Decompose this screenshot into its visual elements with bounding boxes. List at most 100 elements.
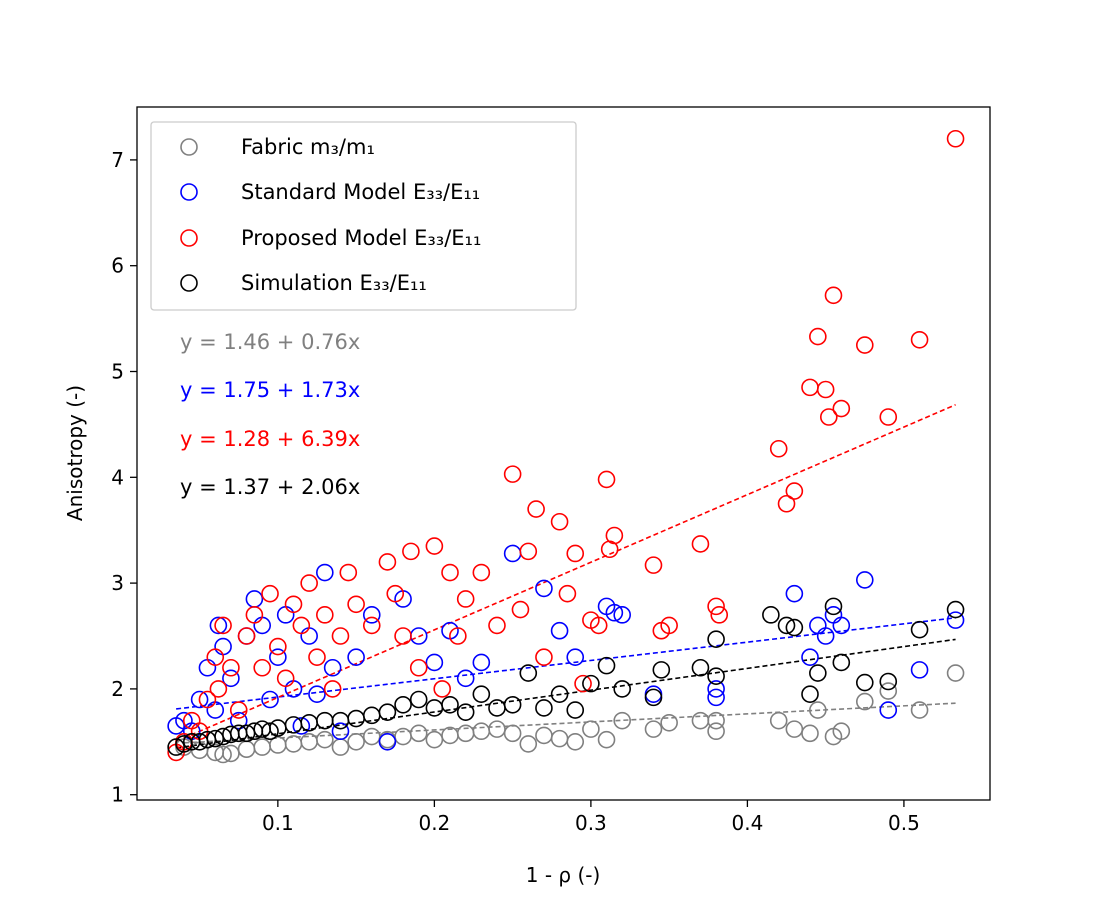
data-point <box>855 673 874 692</box>
y-tick-label: 7 <box>111 148 124 172</box>
data-point <box>284 680 303 698</box>
data-point <box>691 658 710 677</box>
data-point <box>597 470 616 489</box>
data-point <box>362 616 381 635</box>
x-tick-label: 0.1 <box>262 811 294 835</box>
data-point <box>331 711 350 730</box>
data-point <box>253 738 272 756</box>
data-point <box>331 738 350 756</box>
data-point <box>613 680 631 698</box>
data-point <box>362 706 381 725</box>
data-point <box>824 286 843 305</box>
data-point <box>527 500 545 518</box>
data-point <box>472 563 491 582</box>
data-point <box>660 713 678 732</box>
data-point <box>214 745 232 764</box>
data-point <box>394 695 412 714</box>
data-point <box>378 553 397 571</box>
data-point <box>300 574 318 592</box>
data-point <box>472 653 491 672</box>
fit-equations: y = 1.46 + 0.76x y = 1.75 + 1.73x y = 1.… <box>180 330 360 499</box>
data-point <box>362 727 381 746</box>
data-point <box>229 701 248 719</box>
data-point <box>566 733 585 751</box>
data-point <box>276 606 295 624</box>
data-point <box>707 630 725 648</box>
trend-line-standard-model-e-e <box>176 617 956 710</box>
data-point <box>308 648 326 666</box>
data-point <box>832 616 851 635</box>
data-point <box>261 722 279 741</box>
data-point <box>519 542 538 561</box>
data-point <box>441 695 459 714</box>
data-point <box>550 621 569 640</box>
data-point <box>503 695 522 714</box>
data-point <box>503 544 522 563</box>
data-point <box>644 688 663 707</box>
data-point <box>558 584 577 603</box>
data-point <box>710 606 729 624</box>
data-point <box>644 720 663 738</box>
legend-label-standard: Standard Model E₃₃/E₁₁ <box>241 180 480 204</box>
data-point <box>316 563 334 582</box>
data-point <box>253 616 272 635</box>
data-point <box>425 537 444 555</box>
data-point <box>801 685 819 703</box>
data-point <box>769 711 788 730</box>
data-point <box>707 688 725 707</box>
data-point <box>707 722 725 741</box>
data-point <box>190 690 209 709</box>
data-point <box>550 512 569 531</box>
data-point <box>472 722 491 741</box>
x-tick-label: 0.3 <box>575 811 607 835</box>
data-point <box>472 685 491 703</box>
data-point <box>652 661 671 679</box>
data-point <box>879 682 898 700</box>
data-point <box>707 680 725 698</box>
data-point <box>785 482 804 500</box>
equation-simulation: y = 1.37 + 2.06x <box>180 475 360 499</box>
data-point <box>503 724 522 743</box>
data-point <box>769 439 788 458</box>
data-point <box>378 703 397 721</box>
data-point <box>566 648 585 666</box>
data-point <box>535 699 553 717</box>
series-proposed-model-e-e <box>167 129 965 762</box>
data-point <box>488 720 506 738</box>
data-point <box>910 620 929 639</box>
data-point <box>409 690 428 709</box>
data-point <box>378 733 397 751</box>
y-tick-label: 6 <box>111 254 124 278</box>
data-point <box>347 709 365 728</box>
data-point <box>946 600 965 619</box>
data-point <box>316 711 334 730</box>
data-point <box>879 701 898 719</box>
trend-line-fabric-m-m <box>183 702 956 744</box>
y-tick-label: 3 <box>111 571 124 595</box>
x-tick-label: 0.2 <box>418 811 450 835</box>
x-axis-ticks: 0.1 0.2 0.3 0.4 0.5 <box>262 800 920 835</box>
legend-marker-fabric <box>180 138 198 156</box>
data-point <box>589 616 608 635</box>
data-point <box>535 579 553 598</box>
equation-proposed: y = 1.28 + 6.39x <box>180 427 360 451</box>
data-point <box>237 740 256 759</box>
data-point <box>456 703 475 721</box>
data-point <box>910 661 929 679</box>
data-point <box>707 597 725 616</box>
data-point <box>660 616 678 635</box>
data-point <box>308 685 326 703</box>
data-point <box>323 658 342 677</box>
data-point <box>785 584 804 603</box>
data-point <box>292 717 311 735</box>
x-tick-label: 0.5 <box>888 811 920 835</box>
data-point <box>425 653 444 672</box>
data-point <box>198 658 217 677</box>
data-point <box>300 733 318 751</box>
data-point <box>449 627 467 645</box>
data-point <box>707 711 725 730</box>
data-point <box>519 735 538 753</box>
legend-box <box>150 121 577 311</box>
data-point <box>316 606 334 624</box>
y-axis-ticks: 1 2 3 4 5 6 7 <box>111 148 137 807</box>
